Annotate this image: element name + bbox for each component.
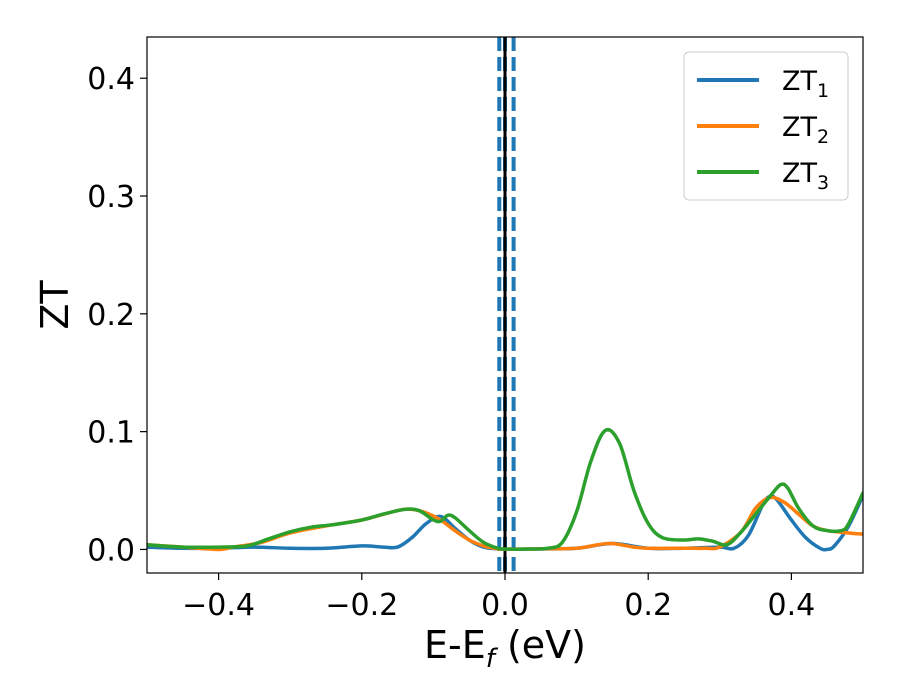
x-tick-label: −0.4 [182, 588, 255, 623]
x-tick-label: −0.2 [325, 588, 398, 623]
y-axis-label: ZT [33, 280, 77, 330]
x-axis-label-main: E-E [424, 623, 486, 667]
y-axis-ticks: 0.0 0.1 0.2 0.3 0.4 [87, 62, 147, 568]
x-tick-label: 0.0 [481, 588, 529, 623]
y-tick-label: 0.1 [87, 416, 135, 451]
plot-area [147, 37, 863, 573]
y-tick-label: 0.3 [87, 180, 135, 215]
legend-label-zt2: ZT2 [782, 112, 829, 148]
x-tick-label: 0.4 [768, 588, 816, 623]
series-layer [147, 428, 863, 552]
legend-label-zt1: ZT1 [782, 66, 829, 102]
legend-items: ZT1 ZT2 ZT3 [697, 66, 829, 194]
x-axis-label-unit: (eV) [495, 623, 586, 667]
legend-label-zt3: ZT3 [782, 158, 829, 194]
x-axis-label: E-Ef (eV) [424, 623, 586, 674]
y-tick-label: 0.2 [87, 298, 135, 333]
vertical-reference-lines [497, 37, 516, 573]
y-tick-label: 0.4 [87, 62, 135, 97]
y-tick-label: 0.0 [87, 533, 135, 568]
legend: ZT1 ZT2 ZT3 [683, 51, 849, 201]
series-line-zt3 [147, 428, 863, 551]
x-tick-label: 0.2 [624, 588, 672, 623]
legend-box [683, 51, 849, 201]
x-axis-ticks: −0.4 −0.2 0.0 0.2 0.4 [182, 573, 815, 623]
